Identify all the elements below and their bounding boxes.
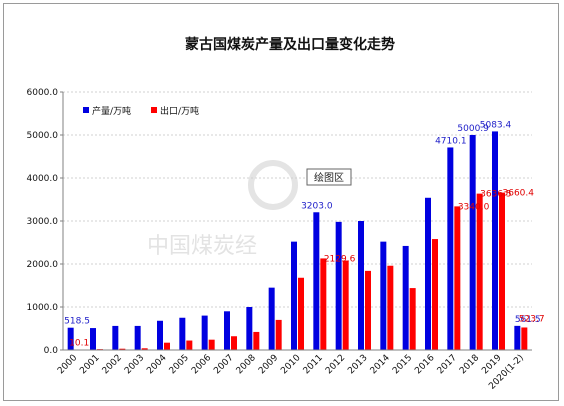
bar-export (141, 348, 148, 350)
bar-export (365, 270, 371, 350)
legend-label-production: 产量/万吨 (92, 105, 131, 117)
bar-export (208, 339, 215, 350)
bar-production (335, 221, 342, 350)
bar-export (164, 342, 170, 350)
x-tick-label: 2014 (369, 353, 392, 376)
bar-export (231, 336, 237, 350)
bar-production (201, 315, 208, 350)
plot-area-label: 绘图区 (314, 171, 344, 184)
bars (67, 131, 528, 350)
x-tick-label: 2005 (168, 353, 191, 376)
bar-export (298, 277, 304, 350)
x-tick-label: 2010 (279, 353, 302, 376)
bar-production (514, 325, 521, 350)
bar-production (112, 325, 119, 350)
data-label-production: 5000.9 (457, 124, 489, 134)
x-tick-label: 2007 (212, 353, 235, 376)
data-label-production: 561.5 (515, 315, 541, 325)
x-tick-label: 2018 (458, 353, 481, 376)
bar-production (425, 197, 431, 350)
bar-export (476, 193, 483, 350)
legend: 产量/万吨 出口/万吨 (83, 105, 199, 117)
data-label-export: 3340.0 (458, 202, 490, 212)
x-axis-ticks: 2000 2001 2002 2003 2004 2005 2006 2007 2008 2009… (56, 353, 526, 392)
legend-swatch-export (151, 107, 157, 113)
x-tick-label: 2009 (257, 353, 280, 376)
bar-export (320, 258, 327, 350)
bar-production (492, 131, 498, 350)
bar-export (186, 340, 193, 350)
data-label-production: 3203.0 (301, 201, 333, 211)
watermark: 中国煤炭经 (147, 160, 298, 259)
bar-production (313, 212, 320, 350)
bar-export (275, 319, 282, 350)
y-tick-label: 0.0 (44, 346, 59, 356)
x-tick-label: 2017 (436, 353, 459, 376)
data-label-export: 3636.5 (480, 190, 512, 200)
bar-production (90, 328, 96, 350)
y-tick-label: 2000.0 (27, 260, 59, 270)
bar-production (380, 241, 387, 350)
bar-production (447, 147, 454, 350)
bar-export (499, 192, 505, 350)
bar-export (253, 331, 260, 350)
bar-production (246, 307, 253, 350)
bar-production (134, 325, 141, 350)
bar-production (291, 241, 297, 350)
y-tick-label: 4000.0 (27, 174, 59, 184)
y-tick-label: 6000.0 (27, 88, 59, 98)
data-label-export: 523.7 (519, 314, 545, 324)
data-label-production: 5083.4 (480, 120, 512, 130)
data-label-export: 2129.6 (324, 254, 356, 264)
x-tick-label: 2015 (391, 353, 414, 376)
bar-production (179, 317, 186, 350)
y-axis-ticks: 0.0 1000.0 2000.0 3000.0 4000.0 5000.0 6000.0 (27, 88, 63, 356)
x-tick-label: 2013 (346, 353, 369, 376)
x-tick-label: 2002 (101, 353, 124, 376)
data-label-export: 3660.4 (503, 189, 535, 199)
bar-production (157, 320, 163, 350)
bar-production (358, 221, 364, 350)
bar-export (387, 265, 394, 350)
bar-production (67, 327, 74, 350)
watermark-text: 中国煤炭经 (147, 234, 257, 259)
x-tick-label: 2011 (302, 353, 325, 376)
x-tick-label: 2016 (413, 353, 436, 376)
data-label-export: 10.1 (69, 339, 89, 349)
y-tick-label: 5000.0 (27, 131, 59, 141)
x-tick-label: 2003 (123, 353, 146, 376)
legend-label-export: 出口/万吨 (160, 105, 199, 117)
x-tick-label: 2008 (235, 353, 258, 376)
bar-export (342, 260, 349, 350)
bar-export (454, 206, 461, 350)
x-tick-label: 2004 (145, 353, 168, 376)
bar-production (402, 245, 409, 350)
data-label-production: 518.5 (64, 317, 90, 327)
bar-export (521, 327, 528, 350)
bar-export (432, 239, 438, 350)
bar-production (224, 311, 230, 350)
x-tick-label: 2001 (78, 353, 101, 376)
x-tick-label: 2000 (56, 353, 79, 376)
y-tick-label: 1000.0 (27, 303, 59, 313)
bar-production (469, 134, 476, 350)
y-tick-label: 3000.0 (27, 217, 59, 227)
data-label-production: 4710.1 (435, 136, 467, 146)
bar-export (119, 348, 126, 350)
plot-area-tooltip: 绘图区 (306, 168, 352, 186)
x-tick-label: 2006 (190, 353, 213, 376)
x-tick-label: 2012 (324, 353, 347, 376)
bar-production (268, 287, 275, 350)
bar-export (409, 288, 416, 350)
legend-swatch-production (83, 107, 89, 113)
chart-title: 蒙古国煤炭产量及出口量变化走势 (185, 36, 395, 53)
